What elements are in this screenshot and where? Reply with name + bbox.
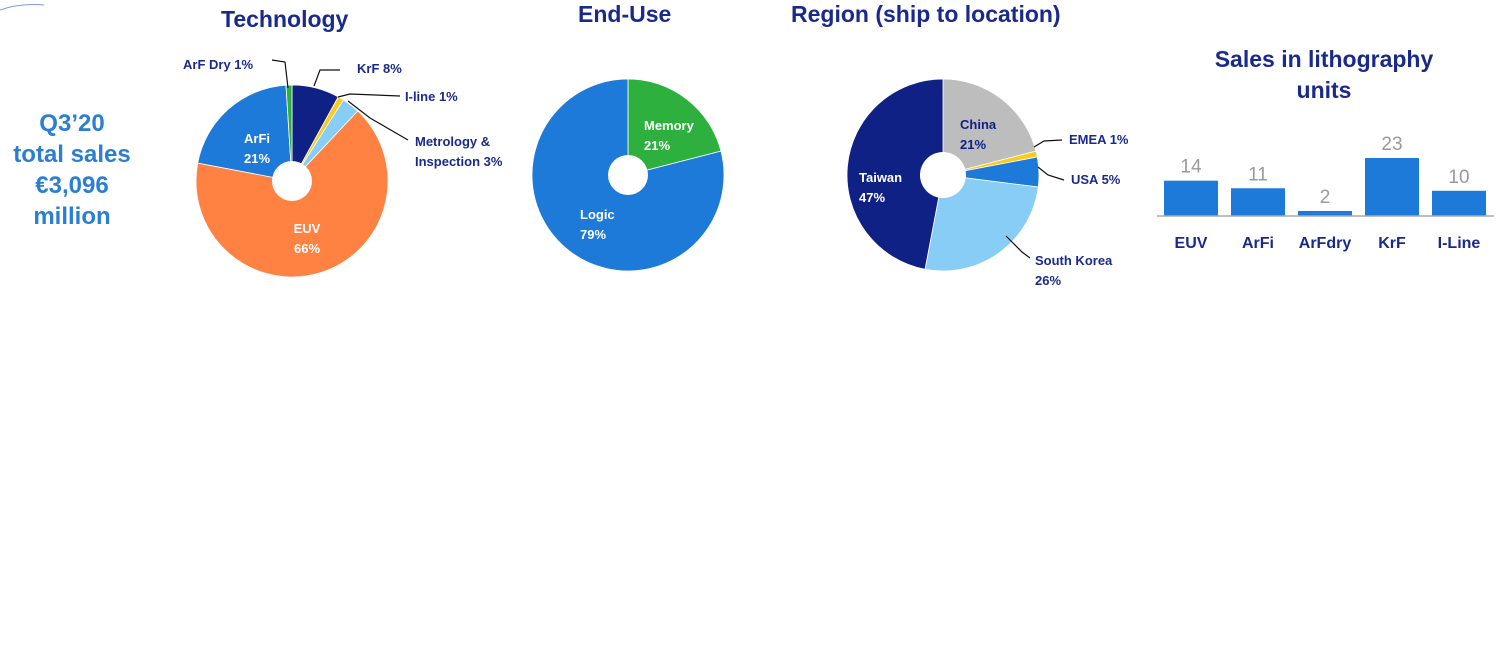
slice-label-krf: KrF 8% xyxy=(357,61,402,76)
summary-period: Q3’20 xyxy=(39,110,105,137)
technology-chart-title: Technology xyxy=(221,6,349,32)
slice-label-arf-dry: ArF Dry 1% xyxy=(183,57,254,72)
pie-slice-south-korea xyxy=(924,174,1039,272)
slice-label-euv: EUV 66% xyxy=(294,221,321,256)
summary-unit: million xyxy=(33,203,111,230)
slice-label-logic: Logic 79% xyxy=(580,207,615,242)
leader-line-metrology-inspection xyxy=(347,100,409,141)
bar-value-label: 11 xyxy=(1248,164,1268,185)
slice-label-memory: Memory 21% xyxy=(644,118,695,153)
corner-decoration xyxy=(0,4,45,11)
pie-center-hole xyxy=(920,152,966,198)
bar-arfi xyxy=(1231,188,1285,216)
leader-line-usa xyxy=(1037,166,1065,181)
leader-line-arf-dry xyxy=(271,59,289,89)
bar-value-label: 2 xyxy=(1320,187,1331,208)
pie-slice-arfi xyxy=(197,84,293,182)
total-sales-summary: Q3’20 total sales €3,096 million xyxy=(0,108,144,232)
slice-label-emea: EMEA 1% xyxy=(1069,132,1129,147)
end-use-chart-title: End-Use xyxy=(578,1,672,27)
bar-value-label: 14 xyxy=(1180,157,1202,178)
slice-label-taiwan: Taiwan 47% xyxy=(859,170,902,205)
slice-label-south-korea: South Korea 26% xyxy=(1035,253,1113,288)
leader-line-south-korea xyxy=(1005,235,1031,259)
pie-slice-china xyxy=(942,78,1037,176)
pie-slice-logic xyxy=(531,78,725,272)
region-ship-to-location-pie: China 21% EMEA 1% USA 5% South Korea 26% Taiwa… xyxy=(846,78,1129,288)
pie-center-hole xyxy=(608,155,648,195)
leader-line-i-line xyxy=(337,93,401,98)
bar-euv xyxy=(1164,180,1218,216)
bar-arfdry xyxy=(1298,210,1352,216)
units-chart-title: Sales in lithography units xyxy=(1214,46,1434,103)
pie-slice-memory xyxy=(627,78,722,176)
summary-label: total sales xyxy=(13,141,131,168)
bar-value-label: 23 xyxy=(1381,134,1402,155)
pie-slice-arf-dry xyxy=(285,84,293,182)
end-use-pie: Memory 21% Logic 79% xyxy=(531,78,725,272)
leader-line-emea xyxy=(1033,139,1063,148)
slice-label-usa: USA 5% xyxy=(1071,172,1121,187)
bar-value-label: 10 xyxy=(1448,167,1469,188)
bar-category-label: ArFi xyxy=(1242,235,1274,252)
pie-center-hole xyxy=(272,161,312,201)
bar-category-label: I-Line xyxy=(1438,235,1481,252)
region-chart-title: Region (ship to location) xyxy=(791,1,1061,27)
technology-pie: KrF 8%I-line 1% Metrology & Inspection 3% E… xyxy=(183,57,503,278)
bar-category-label: EUV xyxy=(1175,235,1208,252)
bar-krf xyxy=(1365,158,1419,216)
slice-label-metrology-inspection: Metrology & Inspection 3% xyxy=(415,134,503,169)
leader-line-krf xyxy=(313,69,340,87)
bar-category-label: KrF xyxy=(1378,235,1406,252)
bar-i-line xyxy=(1432,190,1486,216)
summary-amount: €3,096 xyxy=(35,172,109,199)
units-bar-chart: 14 EUV 11 ArFi 2 ArFdry 23 KrF 10 I-Line xyxy=(1157,134,1494,252)
bar-category-label: ArFdry xyxy=(1299,235,1352,252)
slice-label-china: China 21% xyxy=(960,117,997,152)
slice-label-arfi: ArFi 21% xyxy=(244,131,270,166)
pie-slice-taiwan xyxy=(846,78,944,270)
slice-label-i-line: I-line 1% xyxy=(405,89,458,104)
